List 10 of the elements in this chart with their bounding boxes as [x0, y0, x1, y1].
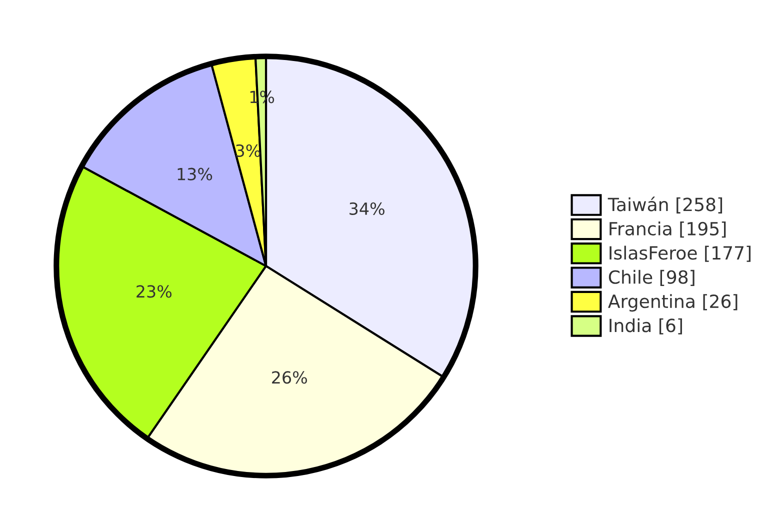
legend-label: Taiwán [258] — [608, 196, 722, 214]
data-label: 26% — [272, 371, 307, 384]
data-label: 23% — [136, 285, 172, 298]
data-label: 13% — [178, 168, 212, 180]
legend-label: Chile [98] — [608, 270, 694, 286]
legend-label: India [6] — [610, 318, 682, 334]
legend-label: IslasFeroe [177] — [610, 246, 751, 262]
legend-label: Argentina [26] — [608, 294, 738, 312]
legend-label: Francia [195] — [610, 222, 726, 238]
data-label: 34% — [350, 202, 384, 215]
